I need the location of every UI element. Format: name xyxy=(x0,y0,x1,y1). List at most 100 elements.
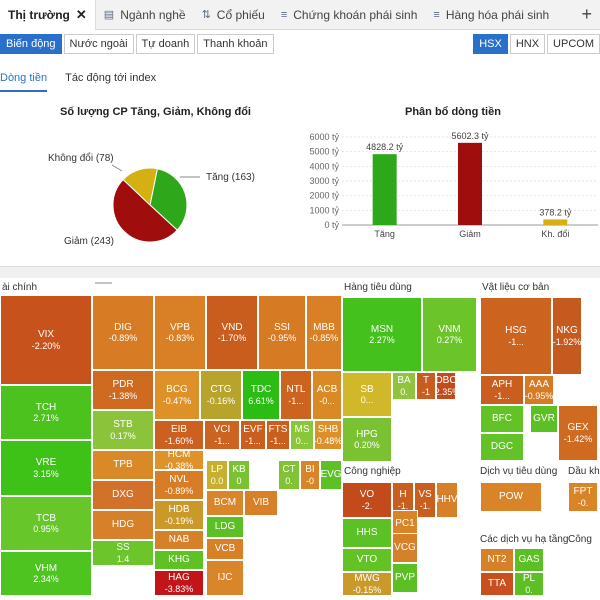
treemap-cell-khg[interactable]: KHG xyxy=(154,550,204,570)
treemap-cell-tpb[interactable]: TPB xyxy=(92,450,154,480)
treemap-cell-aaa[interactable]: AAA -0.95% xyxy=(524,375,554,405)
treemap-cell-vci[interactable]: VCI -1... xyxy=(204,420,240,450)
treemap-cell-tch[interactable]: TCH 2.71% xyxy=(0,385,92,440)
subtab-nuoc-ngoai[interactable]: Nước ngoài xyxy=(63,34,134,54)
treemap-cell-vs[interactable]: VS -1. xyxy=(414,482,436,518)
treemap-cell-vcb[interactable]: VCB xyxy=(206,538,244,560)
treemap-cell-fpt[interactable]: FPT -0. xyxy=(568,482,598,512)
treemap-cell-nvl[interactable]: NVL -0.89% xyxy=(154,470,204,500)
treemap-cell-eib[interactable]: EIB -1.60% xyxy=(154,420,204,450)
treemap-cell-lp[interactable]: LP 0.0 xyxy=(206,460,228,490)
treemap-cell-vhm[interactable]: VHM 2.34% xyxy=(0,551,92,596)
treemap-cell-vto[interactable]: VTO xyxy=(342,548,392,572)
treemap-cell-vib[interactable]: VIB xyxy=(244,490,278,516)
treemap-cell-aph[interactable]: APH -1... xyxy=(480,375,524,405)
treemap-cell-msn[interactable]: MSN 2.27% xyxy=(342,297,422,372)
treemap-cell-hsg[interactable]: HSG -1... xyxy=(480,297,552,375)
exchange-upcom[interactable]: UPCOM xyxy=(547,34,600,54)
exchange-hsx[interactable]: HSX xyxy=(473,34,508,54)
treemap-cell-gex[interactable]: GEX -1.42% xyxy=(558,405,598,461)
treemap-cell-hhv[interactable]: HHV xyxy=(436,482,458,518)
treemap-cell-pow[interactable]: POW xyxy=(480,482,542,512)
bar-value-label: 5602.3 tỷ xyxy=(451,131,489,141)
treemap-cell-tcb[interactable]: TCB 0.95% xyxy=(0,496,92,551)
treemap-cell-mbb[interactable]: MBB -0.85% xyxy=(306,295,342,370)
treemap-cell-vnd[interactable]: VND -1.70% xyxy=(206,295,258,370)
treemap-cell-vre[interactable]: VRE 3.15% xyxy=(0,440,92,496)
treemap-cell-pdr[interactable]: PDR -1.38% xyxy=(92,370,154,410)
tab-hang-hoa-phai-sinh[interactable]: ≡ Hàng hóa phái sinh xyxy=(425,0,557,30)
treemap-cell-gvr[interactable]: GVR xyxy=(530,405,558,433)
treemap-cell-nt2[interactable]: NT2 xyxy=(480,548,514,572)
treemap-cell-bi[interactable]: BI -0 xyxy=(300,460,320,490)
view-dong-tien[interactable]: Dòng tiền xyxy=(0,72,48,92)
treemap-cell-tdc[interactable]: TDC 6.61% xyxy=(242,370,280,420)
ticker-change: -0.19% xyxy=(164,515,194,526)
treemap-cell-hpg[interactable]: HPG 0.20% xyxy=(342,417,392,462)
subtab-thanh-khoan[interactable]: Thanh khoản xyxy=(197,34,274,54)
subtab-tu-doanh[interactable]: Tự doanh xyxy=(135,34,196,54)
ticker-change: 2.34% xyxy=(33,574,59,585)
treemap-cell-dbc[interactable]: DBC-2.35% xyxy=(436,372,456,400)
ticker-change: -0... xyxy=(319,395,335,406)
treemap-cell-hag[interactable]: HAG -3.83% xyxy=(154,570,204,596)
ticker-code: HSG xyxy=(505,325,527,337)
treemap-cell-gas[interactable]: GAS xyxy=(514,548,544,572)
treemap-cell-nab[interactable]: NAB xyxy=(154,530,204,550)
treemap-cell-dgc[interactable]: DGC xyxy=(480,433,524,461)
treemap-cell-ct[interactable]: CT 0. xyxy=(278,460,300,490)
treemap-cell-nkg[interactable]: NKG -1.92% xyxy=(552,297,582,375)
treemap-cell-evf[interactable]: EVF -1... xyxy=(240,420,266,450)
subtab-bien-dong[interactable]: Biến động xyxy=(0,34,62,54)
tab-co-phieu[interactable]: ⇅ Cổ phiếu xyxy=(194,0,273,30)
treemap-cell-evg[interactable]: EVG xyxy=(320,460,342,490)
treemap-cell-vo[interactable]: VO -2. xyxy=(342,482,392,518)
treemap-cell-hhs[interactable]: HHS xyxy=(342,518,392,548)
treemap-cell-vpb[interactable]: VPB -0.83% xyxy=(154,295,206,370)
treemap-cell-ijc[interactable]: IJC xyxy=(206,560,244,596)
add-tab-icon[interactable]: + xyxy=(581,4,592,24)
treemap-cell-t[interactable]: T -1 xyxy=(416,372,436,400)
treemap-cell-vcg[interactable]: VCG xyxy=(392,533,418,563)
treemap-cell-hdg[interactable]: HDG xyxy=(92,510,154,540)
treemap-cell-stb[interactable]: STB 0.17% xyxy=(92,410,154,450)
tab-thi-truong[interactable]: Thị trường ✕ xyxy=(0,0,96,30)
sector-cong-nghiep: Công nghiệp xyxy=(344,466,401,477)
pie-label-tang: Tăng (163) xyxy=(206,172,255,183)
treemap-cell-ctg[interactable]: CTG -0.16% xyxy=(200,370,242,420)
view-tac-dong[interactable]: Tác động tới index xyxy=(65,72,157,84)
subtab-bar: Biến động Nước ngoài Tự doanh Thanh khoả… xyxy=(0,34,600,54)
exchange-hnx[interactable]: HNX xyxy=(509,34,546,54)
treemap-cell-acb[interactable]: ACB -0... xyxy=(312,370,342,420)
ticker-code: KHG xyxy=(168,554,190,566)
ticker-code: MBB xyxy=(313,321,335,333)
treemap-cell-dxg[interactable]: DXG xyxy=(92,480,154,510)
treemap-cell-ms[interactable]: MS 0... xyxy=(290,420,314,450)
treemap-cell-bcg[interactable]: BCG -0.47% xyxy=(154,370,200,420)
treemap-cell-ldg[interactable]: LDG xyxy=(206,516,244,538)
treemap-cell-bfc[interactable]: BFC xyxy=(480,405,524,433)
tab-nganh-nghe[interactable]: ▤ Ngành nghề xyxy=(96,0,194,30)
treemap-cell-ssi[interactable]: SSI -0.95% xyxy=(258,295,306,370)
treemap-cell-mwg[interactable]: MWG -0.15% xyxy=(342,572,392,596)
treemap-cell-ss[interactable]: SS 1.4 xyxy=(92,540,154,566)
ticker-code: VCG xyxy=(394,542,416,554)
treemap-cell-fts[interactable]: FTS -1... xyxy=(266,420,290,450)
treemap-cell-hdb[interactable]: HDB -0.19% xyxy=(154,500,204,530)
treemap-cell-pvp[interactable]: PVP xyxy=(392,563,418,593)
treemap-cell-hcm[interactable]: HCM -0.38% xyxy=(154,450,204,470)
treemap-cell-vnm[interactable]: VNM 0.27% xyxy=(422,297,477,372)
treemap-cell-pl[interactable]: PL 0. xyxy=(514,572,544,596)
treemap-cell-sb[interactable]: SB 0... xyxy=(342,372,392,417)
treemap-cell-bcm[interactable]: BCM xyxy=(206,490,244,516)
treemap-cell-ba[interactable]: BA 0. xyxy=(392,372,416,400)
tab-chung-khoan-phai-sinh[interactable]: ≡ Chứng khoán phái sinh xyxy=(273,0,426,30)
treemap-cell-ntl[interactable]: NTL -1... xyxy=(280,370,312,420)
treemap-cell-kb[interactable]: KB 0 xyxy=(228,460,250,490)
ticker-change: -1... xyxy=(508,336,524,347)
treemap-cell-shb[interactable]: SHB -0.48% xyxy=(314,420,342,450)
close-icon[interactable]: ✕ xyxy=(75,6,87,22)
treemap-cell-vix[interactable]: VIX -2.20% xyxy=(0,295,92,385)
treemap-cell-dig[interactable]: DIG -0.89% xyxy=(92,295,154,370)
treemap-cell-tta[interactable]: TTA xyxy=(480,572,514,596)
